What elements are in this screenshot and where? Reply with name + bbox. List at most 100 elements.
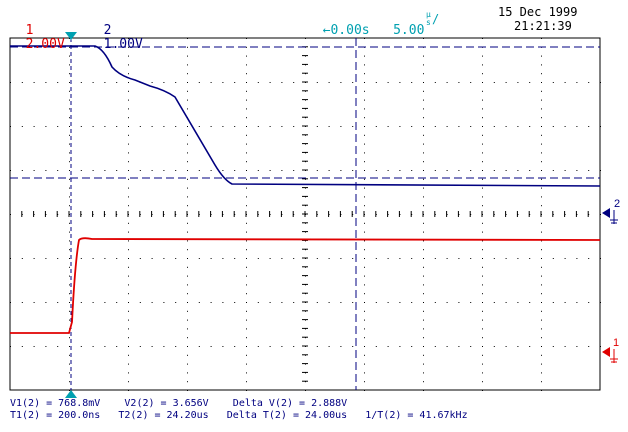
grid-dot: [104, 126, 106, 127]
grid-dot: [434, 82, 436, 83]
grid-dot: [175, 170, 177, 171]
grid-dot: [234, 82, 236, 83]
grid-dot: [564, 258, 566, 259]
grid-dot: [293, 126, 295, 127]
ch2-reference-marker[interactable]: 2: [602, 198, 620, 224]
grid-dot: [352, 302, 354, 303]
grid-dot: [163, 126, 165, 127]
grid-dot: [187, 319, 188, 321]
grid-dot: [423, 152, 424, 154]
grid-dot: [246, 134, 247, 136]
grid-dot: [541, 134, 542, 136]
grid-dot: [423, 258, 424, 259]
timebase-readout[interactable]: ←0.00s 5.00: [307, 10, 425, 38]
grid-dot: [564, 346, 566, 347]
grid-dot: [458, 82, 460, 83]
grid-dot: [541, 82, 542, 83]
grid-dot: [364, 390, 365, 391]
grid-dot: [399, 82, 401, 83]
grid-dot: [482, 38, 483, 39]
grid-dot: [541, 108, 542, 110]
grid-dot: [364, 64, 365, 66]
grid-dot: [92, 126, 94, 127]
grid-dot: [69, 126, 70, 127]
grid-dot: [423, 117, 424, 119]
grid-dot: [69, 152, 70, 154]
grid-dot: [128, 222, 129, 224]
grid-dot: [482, 161, 483, 163]
date-readout: 15 Dec 1999: [498, 5, 578, 19]
grid-dot: [316, 126, 318, 127]
grid-dot: [411, 258, 413, 259]
grid-dot: [187, 82, 188, 83]
ch1-reference-marker[interactable]: 1: [602, 337, 619, 363]
grid-dot: [375, 302, 377, 303]
grid-dot: [375, 258, 377, 259]
grid-dot: [517, 346, 519, 347]
grid-dot: [423, 126, 424, 127]
grid-dot: [541, 152, 542, 154]
grid-dot: [328, 302, 330, 303]
grid-dot: [482, 152, 483, 154]
grid-dot: [387, 170, 389, 171]
grid-dot: [375, 346, 377, 347]
grid-dot: [482, 99, 483, 101]
grid-dot: [541, 319, 542, 321]
grid-dot: [541, 231, 542, 233]
grid-dot: [151, 346, 153, 347]
grid-dot: [187, 310, 188, 312]
grid-dot: [470, 170, 472, 171]
grid-dot: [69, 134, 70, 136]
grid-dot: [69, 390, 70, 391]
ch2-scale-label[interactable]: 2 1.00V: [88, 10, 143, 52]
grid-dot: [187, 354, 188, 356]
grid-dot: [281, 302, 283, 303]
grid-dot: [482, 266, 483, 268]
grid-dot: [541, 205, 542, 207]
grid-dot: [234, 170, 236, 171]
trigger-position-marker-top[interactable]: [65, 32, 77, 40]
grid-dot: [482, 73, 483, 75]
grid-dot: [187, 328, 188, 330]
grid-dot: [210, 302, 212, 303]
grid-dot: [33, 126, 35, 127]
grid-dot: [423, 222, 424, 224]
grid-dot: [423, 266, 424, 268]
grid-dot: [128, 266, 129, 268]
grid-dot: [293, 346, 295, 347]
grid-dot: [293, 82, 295, 83]
grid-dot: [187, 46, 188, 48]
grid-dot: [541, 346, 542, 347]
grid-dot: [364, 302, 365, 303]
grid-dot: [541, 275, 542, 277]
grid-dot: [364, 99, 365, 101]
grid-dot: [364, 196, 365, 198]
grid-dot: [33, 258, 35, 259]
grid-dot: [423, 275, 424, 277]
grid-dot: [57, 126, 59, 127]
grid-dot: [423, 346, 424, 347]
grid-dot: [541, 64, 542, 66]
grid-dot: [411, 170, 413, 171]
grid-dot: [352, 346, 354, 347]
grid-dot: [246, 284, 247, 286]
grid-dot: [399, 346, 401, 347]
time-readout: 21:21:39: [514, 19, 572, 33]
trigger-position-marker-bottom[interactable]: [65, 390, 77, 398]
ch1-scale-label[interactable]: 1 2.00V: [10, 10, 65, 52]
grid-dot: [529, 126, 531, 127]
grid-dot: [128, 196, 129, 198]
grid-dot: [246, 319, 247, 321]
grid-dot: [423, 161, 424, 163]
grid-dot: [387, 82, 389, 83]
grid-dot: [482, 363, 483, 365]
grid-dot: [269, 346, 271, 347]
grid-dot: [222, 170, 224, 171]
grid-dot: [69, 170, 70, 171]
grid-dot: [364, 117, 365, 119]
grid-dot: [187, 275, 188, 277]
grid-dot: [434, 126, 436, 127]
grid-dot: [269, 82, 271, 83]
grid-dot: [45, 82, 47, 83]
grid-dot: [128, 319, 129, 321]
